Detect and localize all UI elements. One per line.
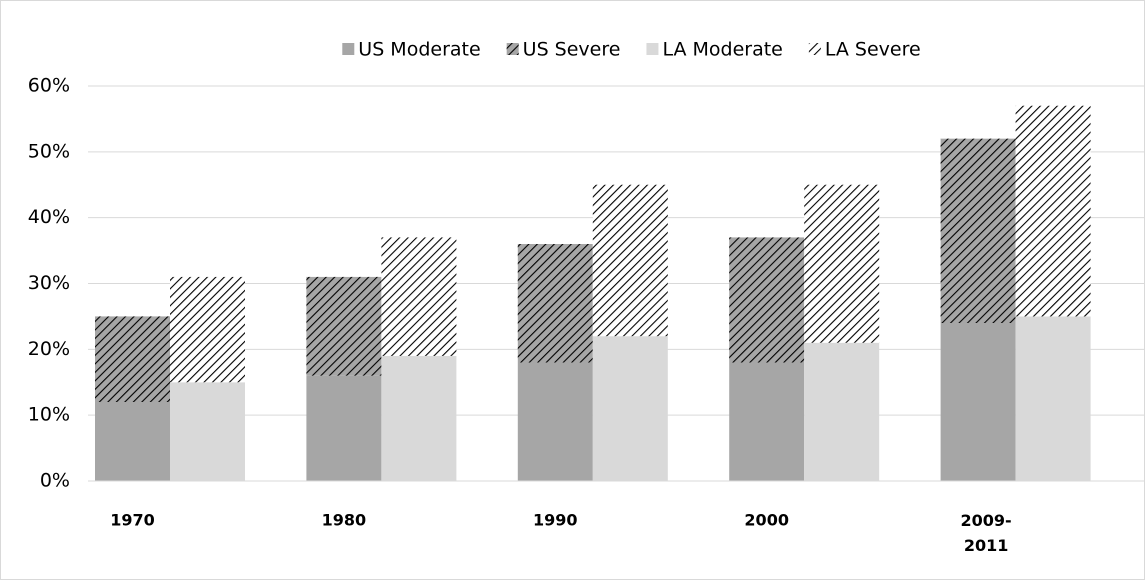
bar-fill (95, 402, 170, 481)
y-tick-label: 60% (28, 75, 70, 97)
bar-segment (517, 362, 593, 481)
bar-fill (381, 355, 457, 481)
bar-segment (170, 382, 245, 481)
legend-swatch-hatch (808, 43, 821, 55)
bar-segment (306, 375, 382, 481)
legend-item: US Moderate (342, 39, 481, 61)
legend-swatch (342, 43, 355, 55)
bar-segment (1015, 316, 1091, 481)
bar-fill (729, 362, 805, 481)
legend-label: US Severe (523, 39, 621, 61)
bar-segment (940, 138, 1016, 323)
legend-item: LA Severe (808, 39, 921, 61)
bar-hatch (729, 237, 805, 363)
bar-segment (729, 362, 805, 481)
bar-segment (381, 237, 457, 356)
bar-fill (517, 362, 593, 481)
legend-item: US Severe (506, 39, 621, 61)
x-tick-label: 2009- 2011 (961, 511, 1012, 555)
bar-segment (592, 184, 668, 337)
bar-fill (804, 342, 880, 481)
x-tick-line: 2009- (961, 511, 1012, 530)
bar-fill (170, 382, 245, 481)
bar-fill (1015, 316, 1091, 481)
bar-hatch (592, 184, 668, 337)
x-tick-label: 1970 (110, 511, 155, 530)
legend-swatch (646, 43, 659, 55)
y-tick-label: 0% (40, 470, 70, 492)
bar-hatch (1015, 105, 1091, 317)
y-tick-label: 50% (28, 140, 70, 162)
legend-swatch-hatch (506, 43, 519, 55)
bar-hatch (381, 237, 457, 356)
bar-segment (517, 244, 593, 363)
bar-segment (804, 342, 880, 481)
legend-label: LA Severe (825, 39, 921, 61)
bar-fill (592, 336, 668, 481)
bar-segment (1015, 105, 1091, 317)
legend: US Moderate US Severe LA Moderate LA Severe (342, 39, 921, 61)
bar-segment (804, 184, 880, 343)
x-tick-label: 1980 (322, 511, 367, 530)
bar-hatch (95, 316, 170, 402)
y-tick-label: 40% (28, 206, 70, 228)
legend-item: LA Moderate (646, 39, 783, 61)
bar-segment (306, 276, 382, 376)
bar-hatch (306, 276, 382, 376)
bar-segment (95, 316, 170, 402)
bar-hatch (804, 184, 880, 343)
bar-segment (381, 355, 457, 481)
legend-label: LA Moderate (662, 39, 782, 61)
bar-hatch (940, 138, 1016, 323)
bar-fill (306, 375, 382, 481)
y-tick-label: 30% (28, 272, 70, 294)
bar-segment (592, 336, 668, 481)
x-tick-label: 2000 (744, 511, 789, 530)
bar-fill (940, 323, 1016, 481)
x-tick-line: 2011 (964, 536, 1009, 555)
bar-hatch (170, 276, 245, 383)
bar-segment (940, 323, 1016, 481)
bar-segment (729, 237, 805, 363)
x-tick-label: 1990 (533, 511, 578, 530)
y-tick-label: 20% (28, 338, 70, 360)
bar-segment (170, 276, 245, 383)
bar-segment (95, 402, 170, 481)
legend-label: US Moderate (358, 39, 480, 61)
bar-hatch (517, 244, 593, 363)
y-tick-label: 10% (28, 404, 70, 426)
